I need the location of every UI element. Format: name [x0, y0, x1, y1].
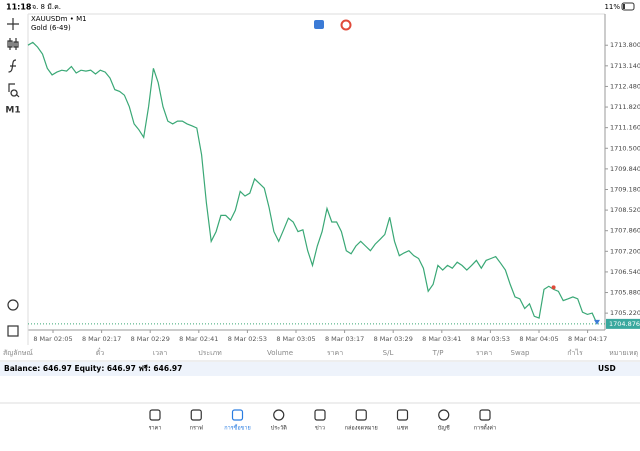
column-header: ตั๋ว [96, 348, 105, 357]
timeframe[interactable]: M1 [5, 106, 20, 116]
time-label: 8 Mar 02:41 [179, 335, 218, 343]
indicator-tool[interactable] [8, 59, 17, 73]
price-line [27, 41, 598, 325]
indicator-button[interactable] [340, 19, 352, 31]
add-tool[interactable] [7, 325, 19, 337]
time-label: 8 Mar 03:53 [471, 335, 510, 343]
price-label: 1712.480 [610, 82, 640, 90]
column-header: Swap [511, 349, 530, 357]
column-header: ประเภท [198, 349, 222, 357]
tab-label[interactable]: แชท [397, 425, 408, 432]
column-header: หมายเหตุ [609, 349, 638, 357]
tab-icon [149, 409, 161, 421]
tab-label[interactable]: ข่าว [315, 426, 325, 432]
account-summary: Balance: 646.97 Equity: 646.97 ฟรี: 646.… [4, 364, 182, 373]
table-header-bg [0, 345, 640, 361]
tab-icon [479, 409, 491, 421]
column-header: S/L [383, 349, 394, 357]
time-label: 8 Mar 02:17 [82, 335, 121, 343]
tab-label[interactable]: กราฟ [190, 425, 203, 432]
price-label: 1711.820 [610, 103, 640, 111]
tab-label[interactable]: ราคา [149, 426, 162, 432]
price-label: 1707.860 [610, 227, 640, 235]
status-date: จ. 8 มี.ค. [32, 3, 61, 11]
tab-label[interactable]: ประวัติ [271, 425, 287, 432]
column-header: เวลา [153, 349, 168, 357]
sell-marker [551, 285, 556, 290]
tab-label[interactable]: การตั้งค่า [474, 424, 496, 432]
time-label: 8 Mar 02:53 [228, 335, 267, 343]
time-label: 8 Mar 03:17 [325, 335, 364, 343]
chart-type-tool[interactable] [7, 38, 19, 50]
chart-symbol: XAUUSDm • M1 [31, 15, 87, 23]
zoom-tool[interactable] [7, 299, 19, 311]
time-label: 8 Mar 04:17 [568, 335, 607, 343]
column-header: สัญลักษณ์ [3, 349, 33, 357]
tab-icon [396, 409, 409, 421]
status-battery: 11% [604, 3, 620, 11]
battery-level [623, 4, 625, 9]
price-label: 1709.180 [610, 185, 640, 193]
time-label: 8 Mar 03:29 [374, 335, 413, 343]
battery-icon [621, 2, 635, 11]
tab-icon [438, 409, 450, 421]
tab-icon [231, 409, 244, 421]
time-label: 8 Mar 04:05 [519, 335, 558, 343]
summary-row-bg [0, 362, 640, 376]
tab-icon [314, 409, 326, 421]
price-label: 1708.520 [610, 206, 640, 214]
time-label: 8 Mar 03:05 [276, 335, 315, 343]
price-label: 1707.200 [610, 247, 640, 255]
price-label: 1710.500 [610, 144, 640, 152]
left-toolbar [7, 18, 20, 337]
time-label: 8 Mar 02:29 [131, 335, 170, 343]
column-header: กำไร [567, 348, 583, 357]
column-header: ราคา [476, 349, 492, 357]
objects-tool[interactable] [8, 83, 20, 98]
current-price-box [606, 318, 640, 329]
time-label: 8 Mar 02:05 [33, 335, 72, 343]
price-label: 1713.140 [610, 62, 640, 70]
chart-description: Gold (6-49) [31, 24, 71, 32]
price-label: 1711.160 [610, 124, 640, 132]
time-label: 8 Mar 03:41 [422, 335, 461, 343]
trade-button[interactable] [314, 20, 324, 29]
crosshair-tool[interactable] [7, 18, 19, 30]
tab-label[interactable]: บัญชี [438, 425, 450, 432]
account-currency: USD [598, 364, 616, 373]
price-label: 1713.800 [610, 41, 640, 49]
price-label: 1706.540 [610, 268, 640, 276]
column-header: T/P [432, 349, 444, 357]
status-time: 11:18 [6, 3, 32, 12]
column-header: ราคา [327, 349, 343, 357]
buy-marker [594, 319, 600, 325]
column-header: Volume [267, 349, 293, 357]
price-label: 1705.220 [610, 309, 640, 317]
tab-label[interactable]: กล่องจดหมาย [345, 426, 378, 432]
tab-label[interactable]: การซื้อขาย [224, 424, 250, 432]
tab-icon [273, 409, 285, 421]
current-price-label: 1704.876 [609, 320, 640, 328]
tab-icon [190, 409, 202, 421]
price-label: 1705.880 [610, 289, 640, 297]
tab-icon [355, 409, 367, 421]
price-label: 1709.840 [610, 165, 640, 173]
